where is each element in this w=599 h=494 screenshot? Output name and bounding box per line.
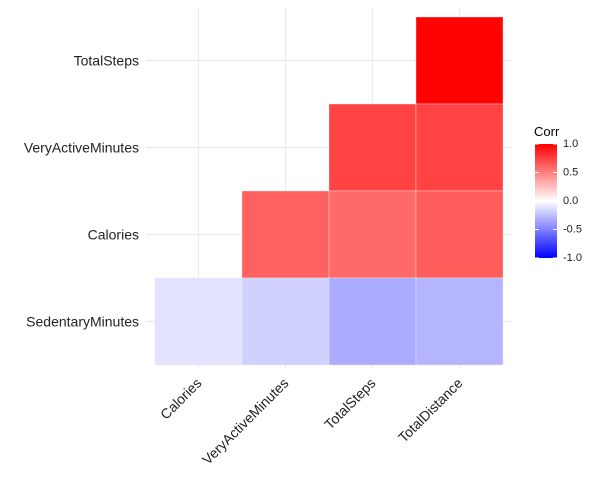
legend-tick-label: 1.0 <box>563 138 578 150</box>
heatmap-cell <box>415 103 504 192</box>
y-tick-label: TotalSteps <box>74 53 139 69</box>
y-tick-label: VeryActiveMinutes <box>24 140 139 156</box>
heatmap-cell <box>241 190 330 279</box>
legend-tick-label: -0.5 <box>563 224 582 236</box>
x-tick-label: Calories <box>157 375 205 423</box>
legend-tick-label: -1.0 <box>563 252 582 264</box>
heatmap-cell <box>241 277 330 366</box>
heatmap-cells <box>154 16 504 366</box>
heatmap-cell <box>328 103 417 192</box>
heatmap-cell <box>415 277 504 366</box>
heatmap-cell <box>328 190 417 279</box>
x-tick-label: TotalDistance <box>395 375 466 446</box>
legend-ticks: 1.0 0.5 0.0 -0.5 -1.0 <box>535 138 582 264</box>
heatmap-cell <box>154 277 243 366</box>
y-axis-tick-labels: SedentaryMinutes Calories VeryActiveMinute… <box>24 53 139 330</box>
legend-tick-label: 0.0 <box>563 195 578 207</box>
heatmap-cell <box>415 190 504 279</box>
x-tick-label: VeryActiveMinutes <box>199 375 292 468</box>
y-tick-label: SedentaryMinutes <box>26 314 139 330</box>
heatmap-cell <box>415 16 504 105</box>
color-legend: Corr 1.0 0.5 0.0 -0.5 -1.0 <box>534 124 582 264</box>
legend-tick-label: 0.5 <box>563 167 578 179</box>
heatmap-cell <box>328 277 417 366</box>
legend-title: Corr <box>534 124 560 139</box>
y-tick-label: Calories <box>88 227 139 243</box>
x-tick-label: TotalSteps <box>321 375 379 433</box>
legend-colorbar <box>535 144 557 258</box>
